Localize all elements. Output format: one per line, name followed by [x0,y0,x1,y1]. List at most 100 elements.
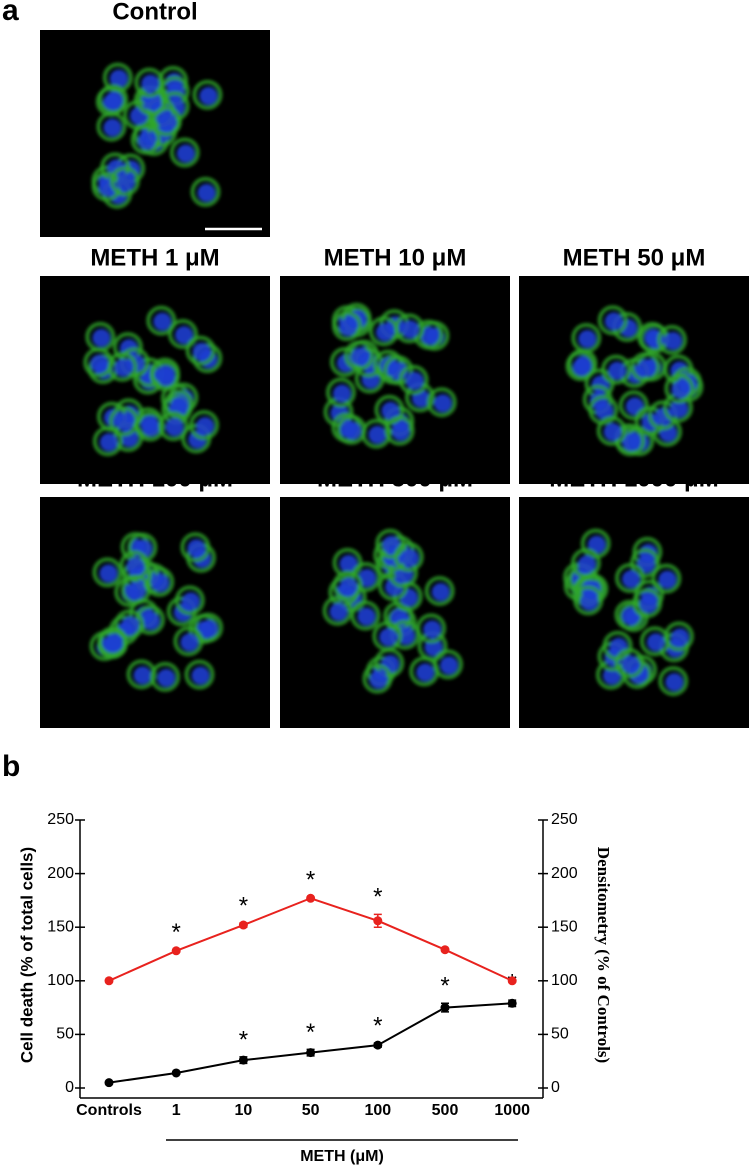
cells [322,528,463,694]
nucleus [133,666,152,685]
significance: * [440,973,449,1000]
y2-tick-label: 0 [551,1079,560,1096]
marker [440,1003,450,1013]
cell [151,106,182,137]
cell [651,563,682,594]
nucleus [197,183,216,202]
nucleus [604,312,623,331]
series-line [108,897,513,982]
marker [306,1048,316,1058]
nucleus [381,401,400,420]
cell [350,600,381,631]
x-tick-label: Controls [76,1102,142,1119]
nucleus [637,358,656,377]
nucleus [358,568,377,587]
cell [114,609,145,640]
cell [174,585,205,616]
cell [341,302,372,333]
nucleus [580,592,599,611]
cell [102,62,133,93]
panel-label: a [2,0,19,27]
cell [372,621,403,652]
cell [108,406,139,437]
nucleus [157,368,176,387]
nucleus [420,326,439,345]
x-tick-label: 10 [235,1102,253,1119]
y2-tick-label: 200 [551,865,578,882]
nucleus [137,131,156,150]
nucleus [129,106,148,125]
cell [190,176,221,207]
nucleus [391,422,410,441]
y2-tick-label: 100 [551,972,578,989]
cells [91,62,223,209]
nucleus [379,628,398,647]
cells [89,532,224,692]
cell [424,575,455,606]
nucleus [343,421,362,440]
marker [171,1068,181,1078]
nucleus [639,595,658,614]
nucleus [431,582,450,601]
x-axis-title: METH (μM) [300,1148,384,1165]
x-tick-label: 100 [364,1102,391,1119]
marker [238,1055,248,1065]
nucleus [350,347,369,366]
cell [126,659,157,690]
nucleus [400,548,419,567]
nucleus [368,425,387,444]
y2-tick-label: 50 [551,1026,569,1043]
x-tick-label: 1 [172,1102,181,1119]
nucleus [416,663,435,682]
x-tick-label: 50 [302,1102,320,1119]
cell [332,311,363,342]
nucleus [665,673,684,692]
significance: * [373,1012,382,1039]
nucleus [158,113,177,132]
y-tick-label: 100 [47,972,74,989]
nucleus [381,654,400,673]
nucleus [114,358,133,377]
nucleus [339,577,358,596]
nucleus [109,69,128,88]
nucleus [90,354,109,373]
cell [180,532,211,563]
y-tick-label: 200 [47,865,74,882]
image-title: METH 10 μM [324,244,467,271]
image-title: METH 500 μM [317,465,473,492]
nucleus [165,418,184,437]
cell [98,84,129,115]
y2-axis-title: Densitometry (% of Controls) [594,847,613,1063]
nucleus [174,326,193,345]
nucleus [99,564,118,583]
image-title: Control [112,0,197,25]
nucleus [663,331,682,350]
cell [663,621,694,652]
marker [104,1078,114,1088]
y-axis-title: Cell death (% of total cells) [17,847,36,1063]
nucleus [339,554,358,573]
cell [185,335,216,366]
nucleus [141,611,160,630]
cell [664,373,695,404]
cell [173,626,204,657]
significance: * [239,892,248,919]
nucleus [151,573,170,592]
nucleus [180,633,199,652]
nucleus [153,312,172,331]
marker [171,946,181,956]
cell [336,414,367,445]
cell [601,354,632,385]
cell [565,351,596,382]
y2-tick-label: 150 [551,918,578,935]
nucleus [99,433,118,452]
cell [618,390,649,421]
cell [189,409,220,440]
cell [92,557,123,588]
nucleus [126,557,145,576]
cell [632,588,663,619]
cells [323,302,457,449]
marker [440,945,450,955]
cell [614,563,645,594]
nucleus [127,581,146,600]
